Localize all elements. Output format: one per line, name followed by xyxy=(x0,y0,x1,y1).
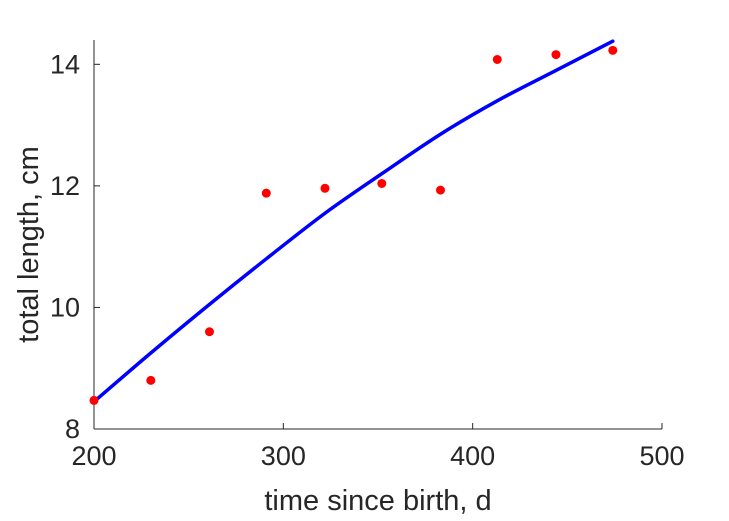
data-point xyxy=(377,178,387,188)
y-tick-label: 10 xyxy=(50,292,80,322)
y-axis-label: total length, cm xyxy=(13,146,45,343)
y-ticks: 8 10 12 14 xyxy=(50,49,100,444)
data-point xyxy=(204,327,214,337)
data-point xyxy=(551,50,561,60)
x-ticks: 200 300 400 500 xyxy=(71,423,685,471)
y-tick-label: 14 xyxy=(50,49,80,79)
x-tick-label: 300 xyxy=(261,441,306,471)
x-axis-label: time since birth, d xyxy=(264,485,491,517)
data-point xyxy=(89,395,99,405)
y-tick-label: 12 xyxy=(50,171,80,201)
x-tick-label: 400 xyxy=(450,441,495,471)
data-point xyxy=(146,375,156,385)
data-point xyxy=(261,188,271,198)
axes xyxy=(93,40,662,430)
x-tick-label: 500 xyxy=(639,441,684,471)
x-tick-label: 200 xyxy=(71,441,116,471)
y-tick-label: 8 xyxy=(65,414,80,444)
data-point xyxy=(435,185,445,195)
data-point xyxy=(320,183,330,193)
data-point xyxy=(492,54,502,64)
plot-area xyxy=(89,39,618,405)
fit-curve-line xyxy=(92,39,615,404)
data-point xyxy=(608,45,618,55)
